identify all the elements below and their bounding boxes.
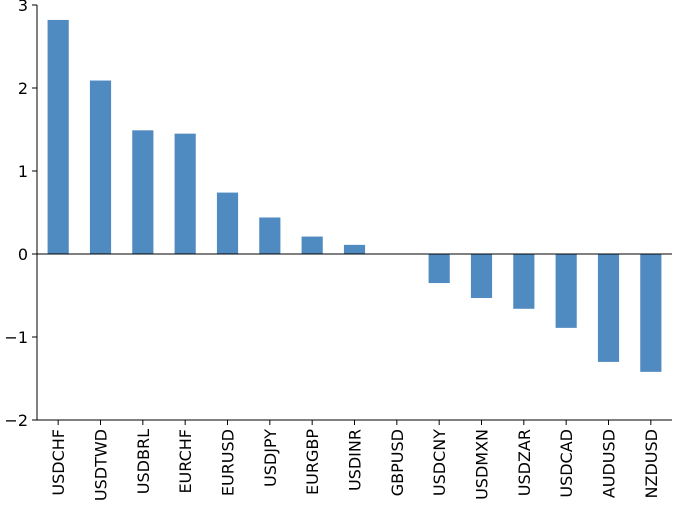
bar-nzdusd bbox=[640, 254, 662, 372]
x-tick-label: AUDUSD bbox=[600, 429, 619, 498]
y-tick-label: 0 bbox=[18, 245, 28, 264]
x-tick-label: USDMXN bbox=[473, 429, 492, 500]
y-tick-label: 2 bbox=[18, 79, 28, 98]
x-tick-label: USDTWD bbox=[92, 429, 111, 501]
x-tick-label: USDJPY bbox=[261, 429, 280, 487]
x-tick-label: USDCAD bbox=[557, 429, 576, 498]
y-tick-label: −1 bbox=[4, 328, 28, 347]
bar-usdbrl bbox=[132, 130, 154, 254]
x-tick-label: USDZAR bbox=[515, 429, 534, 496]
x-tick-label: USDBRL bbox=[134, 429, 153, 494]
y-tick-label: 3 bbox=[18, 0, 28, 15]
bars-group bbox=[47, 19, 662, 372]
x-tick-label: NZDUSD bbox=[642, 429, 661, 498]
bar-usdchf bbox=[47, 19, 69, 254]
x-tick-label: USDCHF bbox=[49, 429, 68, 496]
bar-usdmxn bbox=[470, 254, 493, 298]
bar-usdinr bbox=[343, 244, 366, 254]
bar-usdjpy bbox=[259, 217, 281, 254]
bar-eurgbp bbox=[301, 236, 323, 254]
y-axis-ticks: −2 −1 0 1 2 3 bbox=[4, 0, 37, 430]
x-tick-label: USDCNY bbox=[430, 429, 449, 496]
y-tick-label: −2 bbox=[4, 411, 28, 430]
x-tick-label: USDINR bbox=[346, 429, 365, 491]
bar-eurusd bbox=[216, 192, 239, 254]
x-axis-ticks: USDCHF USDTWD USDBRL EURCHF EURUSD USDJPY EURG… bbox=[49, 420, 661, 501]
bar-usdcad bbox=[555, 254, 577, 328]
bar-usdtwd bbox=[89, 80, 112, 254]
bar-audusd bbox=[597, 254, 620, 362]
x-tick-label: EURUSD bbox=[219, 429, 238, 496]
x-tick-label: EURGBP bbox=[303, 429, 322, 495]
y-tick-label: 1 bbox=[18, 162, 28, 181]
x-tick-label: GBPUSD bbox=[388, 429, 407, 496]
bar-usdzar bbox=[513, 254, 535, 309]
x-tick-label: EURCHF bbox=[176, 429, 195, 494]
bar-eurchf bbox=[174, 133, 196, 254]
bar-usdcny bbox=[428, 254, 450, 284]
